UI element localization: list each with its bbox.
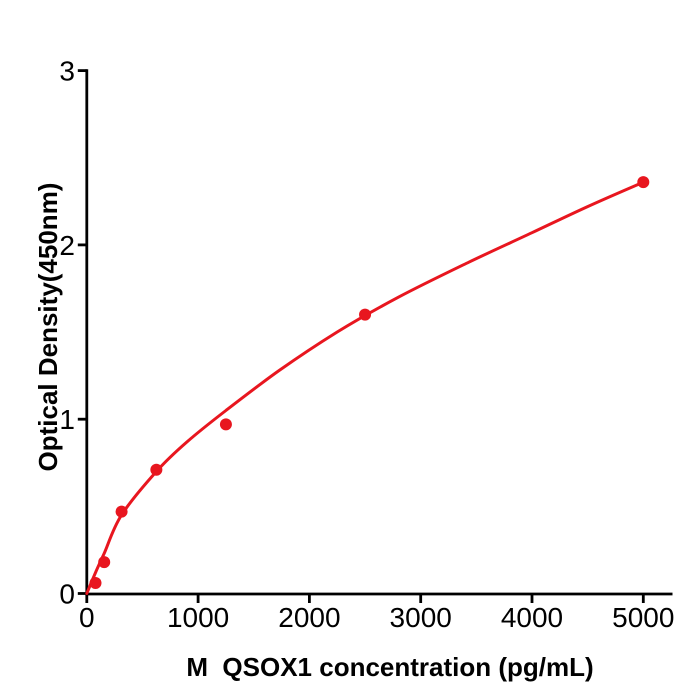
y-tick-label: 3 <box>59 56 75 87</box>
y-tick-label: 2 <box>59 230 75 261</box>
y-tick-label: 0 <box>59 579 75 610</box>
x-tick-label: 1000 <box>167 602 229 633</box>
data-point <box>637 176 650 189</box>
data-point <box>219 418 232 431</box>
x-axis-title: M QSOX1 concentration (pg/mL) <box>186 652 594 682</box>
x-tick-label: 3000 <box>390 602 452 633</box>
y-tick-label: 1 <box>59 404 75 435</box>
data-point <box>115 505 128 518</box>
axes-layer: 0 1000 2000 3000 4000 5000 0 1 2 3 <box>59 56 674 633</box>
data-point <box>98 556 111 569</box>
data-point <box>150 463 163 476</box>
data-point <box>89 577 102 590</box>
fit-curve <box>85 180 645 595</box>
x-tick-label: 5000 <box>612 602 674 633</box>
x-tick-label: 2000 <box>278 602 340 633</box>
y-axis-title: Optical Density(450nm) <box>33 182 63 472</box>
data-point <box>359 308 372 321</box>
x-tick-label: 0 <box>79 602 95 633</box>
x-tick-label: 4000 <box>501 602 563 633</box>
plot-layer <box>85 176 650 595</box>
